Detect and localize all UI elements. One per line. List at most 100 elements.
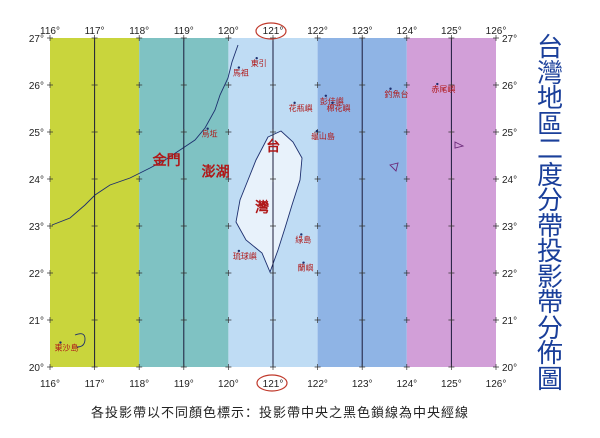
grid-tick xyxy=(136,270,143,276)
place-label: 棉花嶼 xyxy=(327,103,351,113)
place-label: 東引 xyxy=(251,58,267,68)
grid-tick xyxy=(136,82,143,88)
place-label: 烏坵 xyxy=(202,129,218,139)
grid-tick xyxy=(448,82,455,88)
place-label: 彭佳嶼 xyxy=(320,96,344,106)
grid-tick xyxy=(225,364,232,370)
title-char: 台 xyxy=(536,33,563,63)
grid-tick xyxy=(448,129,455,135)
grid-tick xyxy=(359,223,366,229)
title-char: 分 xyxy=(536,313,563,344)
grid-tick xyxy=(270,317,276,323)
grid-tick xyxy=(403,223,410,229)
grid-tick xyxy=(359,176,366,182)
grid-tick xyxy=(403,317,410,323)
grid-tick xyxy=(493,82,499,88)
place-label: 釣魚台 xyxy=(385,89,409,99)
grid-tick xyxy=(136,35,143,41)
map-caption: 各投影帶以不同顏色標示：投影帶中央之黑色鎖線為中央經線 xyxy=(90,406,469,421)
latitude-label-left: 21° xyxy=(29,316,44,327)
grid-tick xyxy=(359,270,366,276)
grid-tick xyxy=(359,35,366,41)
latitude-label-right: 20° xyxy=(502,363,517,374)
grid-tick xyxy=(493,364,499,370)
grid-tick xyxy=(270,82,276,88)
grid-tick xyxy=(493,35,499,41)
place-dot xyxy=(206,127,209,130)
island-east-1 xyxy=(389,162,399,172)
place-dot xyxy=(300,233,303,236)
grid-tick xyxy=(225,223,232,229)
place-dot xyxy=(315,129,319,133)
place-dot xyxy=(237,66,241,69)
grid-tick xyxy=(47,129,53,135)
map-title: 台灣地區二度分帶投影帶分佈圖 xyxy=(532,33,568,395)
latitude-label-left: 24° xyxy=(29,175,44,186)
dongsha-atoll xyxy=(74,333,86,348)
longitude-label-bottom: 116° xyxy=(40,379,60,390)
grid-tick xyxy=(180,129,187,135)
place-dot xyxy=(237,249,241,253)
grid-tick xyxy=(403,82,410,88)
place-dot xyxy=(302,261,305,264)
grid-tick xyxy=(359,364,366,370)
region-label: 台 xyxy=(266,138,280,155)
latitude-label-right: 21° xyxy=(502,316,517,327)
grid-tick xyxy=(493,223,499,229)
latitude-label-left: 27° xyxy=(29,34,44,45)
longitude-label-bottom: 125° xyxy=(441,379,462,390)
grid-tick xyxy=(314,223,321,229)
latitude-label-right: 25° xyxy=(502,128,517,139)
grid-tick xyxy=(47,35,53,41)
longitude-label-bottom: 117° xyxy=(85,379,105,390)
latitude-label-left: 26° xyxy=(29,81,44,92)
grid-tick xyxy=(448,176,455,182)
place-dot xyxy=(324,94,328,98)
longitude-label-top: 123° xyxy=(352,26,373,37)
grid-tick xyxy=(91,129,98,135)
place-label: 龜山島 xyxy=(311,131,335,141)
latitude-label-left: 20° xyxy=(29,363,44,374)
highlight-121-bottom xyxy=(256,374,288,392)
longitude-label-bottom: 123° xyxy=(352,379,373,390)
place-label: 東沙島 xyxy=(54,343,78,353)
grid-tick xyxy=(91,176,98,182)
grid-tick xyxy=(448,317,455,323)
grid-tick xyxy=(225,35,232,41)
grid-tick xyxy=(359,317,366,323)
longitude-label-bottom: 120° xyxy=(218,379,239,390)
grid-tick xyxy=(136,129,143,135)
longitude-label-bottom: 119° xyxy=(174,379,194,390)
grid-tick xyxy=(91,317,98,323)
longitude-label-top: 121° xyxy=(263,26,284,37)
place-dot xyxy=(255,57,258,60)
title-char: 二 xyxy=(536,135,563,165)
place-label: 綠島 xyxy=(295,234,311,244)
grid-tick xyxy=(403,270,410,276)
title-char: 帶 xyxy=(536,211,563,242)
latitude-label-left: 23° xyxy=(29,222,44,233)
grid-tick xyxy=(493,270,499,276)
place-dot xyxy=(436,82,439,86)
grid-tick xyxy=(47,270,53,276)
grid-tick xyxy=(180,82,187,88)
title-char: 圖 xyxy=(536,364,563,395)
taiwan-island xyxy=(235,130,303,274)
grid-tick xyxy=(225,317,232,323)
grid-tick xyxy=(91,270,98,276)
grid-tick xyxy=(314,270,321,276)
longitude-label-bottom: 124° xyxy=(396,379,417,390)
grid-tick xyxy=(225,176,232,182)
longitude-label-top: 119° xyxy=(174,26,194,37)
longitude-label-top: 116° xyxy=(40,26,60,37)
longitude-label-bottom: 126° xyxy=(486,379,507,390)
region-label: 澎湖 xyxy=(202,164,230,181)
longitude-label-top: 120° xyxy=(218,26,239,37)
grid-tick xyxy=(180,35,187,41)
grid-tick xyxy=(136,176,143,182)
grid-tick xyxy=(270,129,276,135)
grid-tick xyxy=(91,223,98,229)
title-char: 分 xyxy=(536,186,563,216)
latitude-label-right: 22° xyxy=(502,269,517,280)
title-char: 區 xyxy=(536,109,563,140)
